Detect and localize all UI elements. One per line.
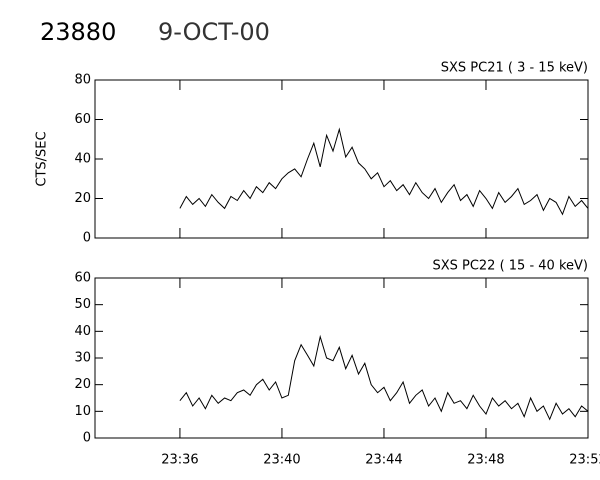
panel-title: SXS PC21 ( 3 - 15 keV) (441, 61, 588, 76)
y-tick-label: 30 (74, 351, 91, 366)
x-tick-label: 23:48 (467, 453, 504, 468)
header-date: 9-OCT-00 (158, 18, 270, 46)
x-tick-label: 23:40 (263, 453, 300, 468)
y-tick-label: 20 (74, 191, 91, 206)
y-tick-label: 60 (74, 271, 91, 286)
y-tick-label: 50 (74, 297, 91, 312)
data-line (179, 334, 589, 421)
y-tick-label: 20 (74, 377, 91, 392)
x-tick-label: 23:52 (569, 453, 600, 468)
header-id: 23880 (40, 18, 116, 46)
data-line (179, 127, 589, 216)
x-tick-label: 23:44 (365, 453, 402, 468)
y-tick-label: 40 (74, 152, 91, 167)
y-axis-label: CTS/SEC (35, 131, 50, 186)
y-tick-label: 0 (83, 231, 91, 246)
x-tick-label: 23:36 (161, 453, 198, 468)
panel-title: SXS PC22 ( 15 - 40 keV) (432, 259, 588, 274)
y-tick-label: 80 (74, 73, 91, 88)
y-tick-label: 60 (74, 112, 91, 127)
y-tick-label: 0 (83, 431, 91, 446)
y-tick-label: 10 (74, 404, 91, 419)
y-tick-label: 40 (74, 324, 91, 339)
